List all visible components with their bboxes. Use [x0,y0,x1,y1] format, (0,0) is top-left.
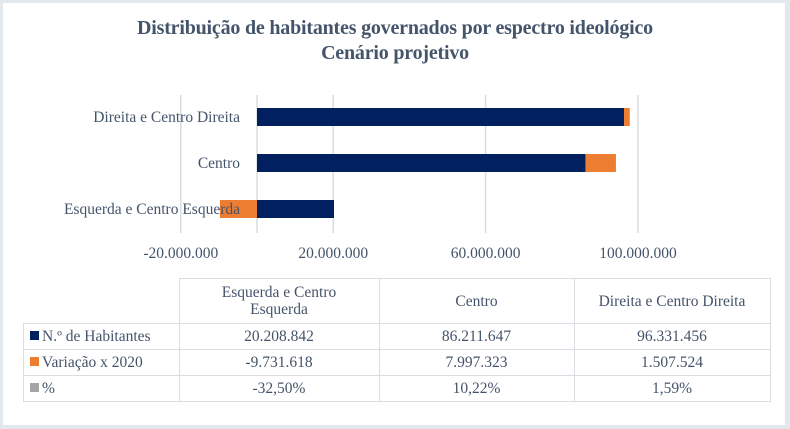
x-tick-labels: -20.000.000 20.000.000 60.000.000 100.000.0… [143,245,677,262]
bar-variacao [624,108,630,126]
row-label-variacao: Variação x 2020 [23,349,180,376]
data-table: Esquerda e Centro Esquerda Centro Direit… [23,278,771,402]
data-table-header-row: Esquerda e Centro Esquerda Centro Direit… [23,278,771,324]
data-table-header-1: Centro [378,278,575,324]
chart-title-line1: Distribuição de habitantes governados po… [137,17,653,39]
category-label: Centro [198,155,240,172]
chart-title-line2: Cenário projetivo [321,42,469,64]
table-cell: -32,50% [178,375,380,402]
table-cell: -9.731.618 [178,349,380,376]
row-label-text: N.º de Habitantes [42,327,151,345]
data-table-row-habitantes: N.º de Habitantes 20.208.842 86.211.647 … [23,323,771,350]
chart-title: Distribuição de habitantes governados po… [0,16,790,66]
row-label-habitantes: N.º de Habitantes [23,323,180,350]
legend-swatch-variacao [30,356,39,366]
x-tick-label: 100.000.000 [599,245,677,262]
x-tick-label: 20.000.000 [298,245,368,262]
category-label: Esquerda e Centro Esquerda [64,201,240,218]
data-table-header-0: Esquerda e Centro Esquerda [178,278,380,324]
data-table-corner [23,278,180,324]
category-label: Direita e Centro Direita [93,109,240,126]
legend-swatch-habitantes [30,330,39,340]
table-cell: 1,59% [573,375,771,402]
header-0-line-0: Esquerda e Centro [221,284,337,301]
bar-variacao [585,154,616,172]
row-label-text: % [42,379,55,397]
x-tick-label: 60.000.000 [451,245,521,262]
bar-habitantes [257,154,586,172]
row-label-percent: % [23,375,180,402]
table-cell: 20.208.842 [178,323,380,350]
table-cell: 96.331.456 [573,323,771,350]
data-table-header-2: Direita e Centro Direita [573,278,771,324]
row-label-text: Variação x 2020 [42,353,143,371]
bar-variacao [219,200,257,218]
x-tick-label: -20.000.000 [143,245,218,262]
bars [219,108,630,218]
table-cell: 86.211.647 [378,323,575,350]
data-table-row-variacao: Variação x 2020 -9.731.618 7.997.323 1.5… [23,349,771,376]
bar-habitantes [257,200,334,218]
data-table-row-percent: % -32,50% 10,22% 1,59% [23,375,771,402]
table-cell: 7.997.323 [378,349,575,376]
table-cell: 1.507.524 [573,349,771,376]
legend-swatch-percent [30,382,39,392]
table-cell: 10,22% [378,375,575,402]
bar-habitantes [257,108,625,126]
header-0-line-1: Esquerda [250,301,308,318]
category-labels: Esquerda e Centro Esquerda Centro Direita … [64,109,240,218]
